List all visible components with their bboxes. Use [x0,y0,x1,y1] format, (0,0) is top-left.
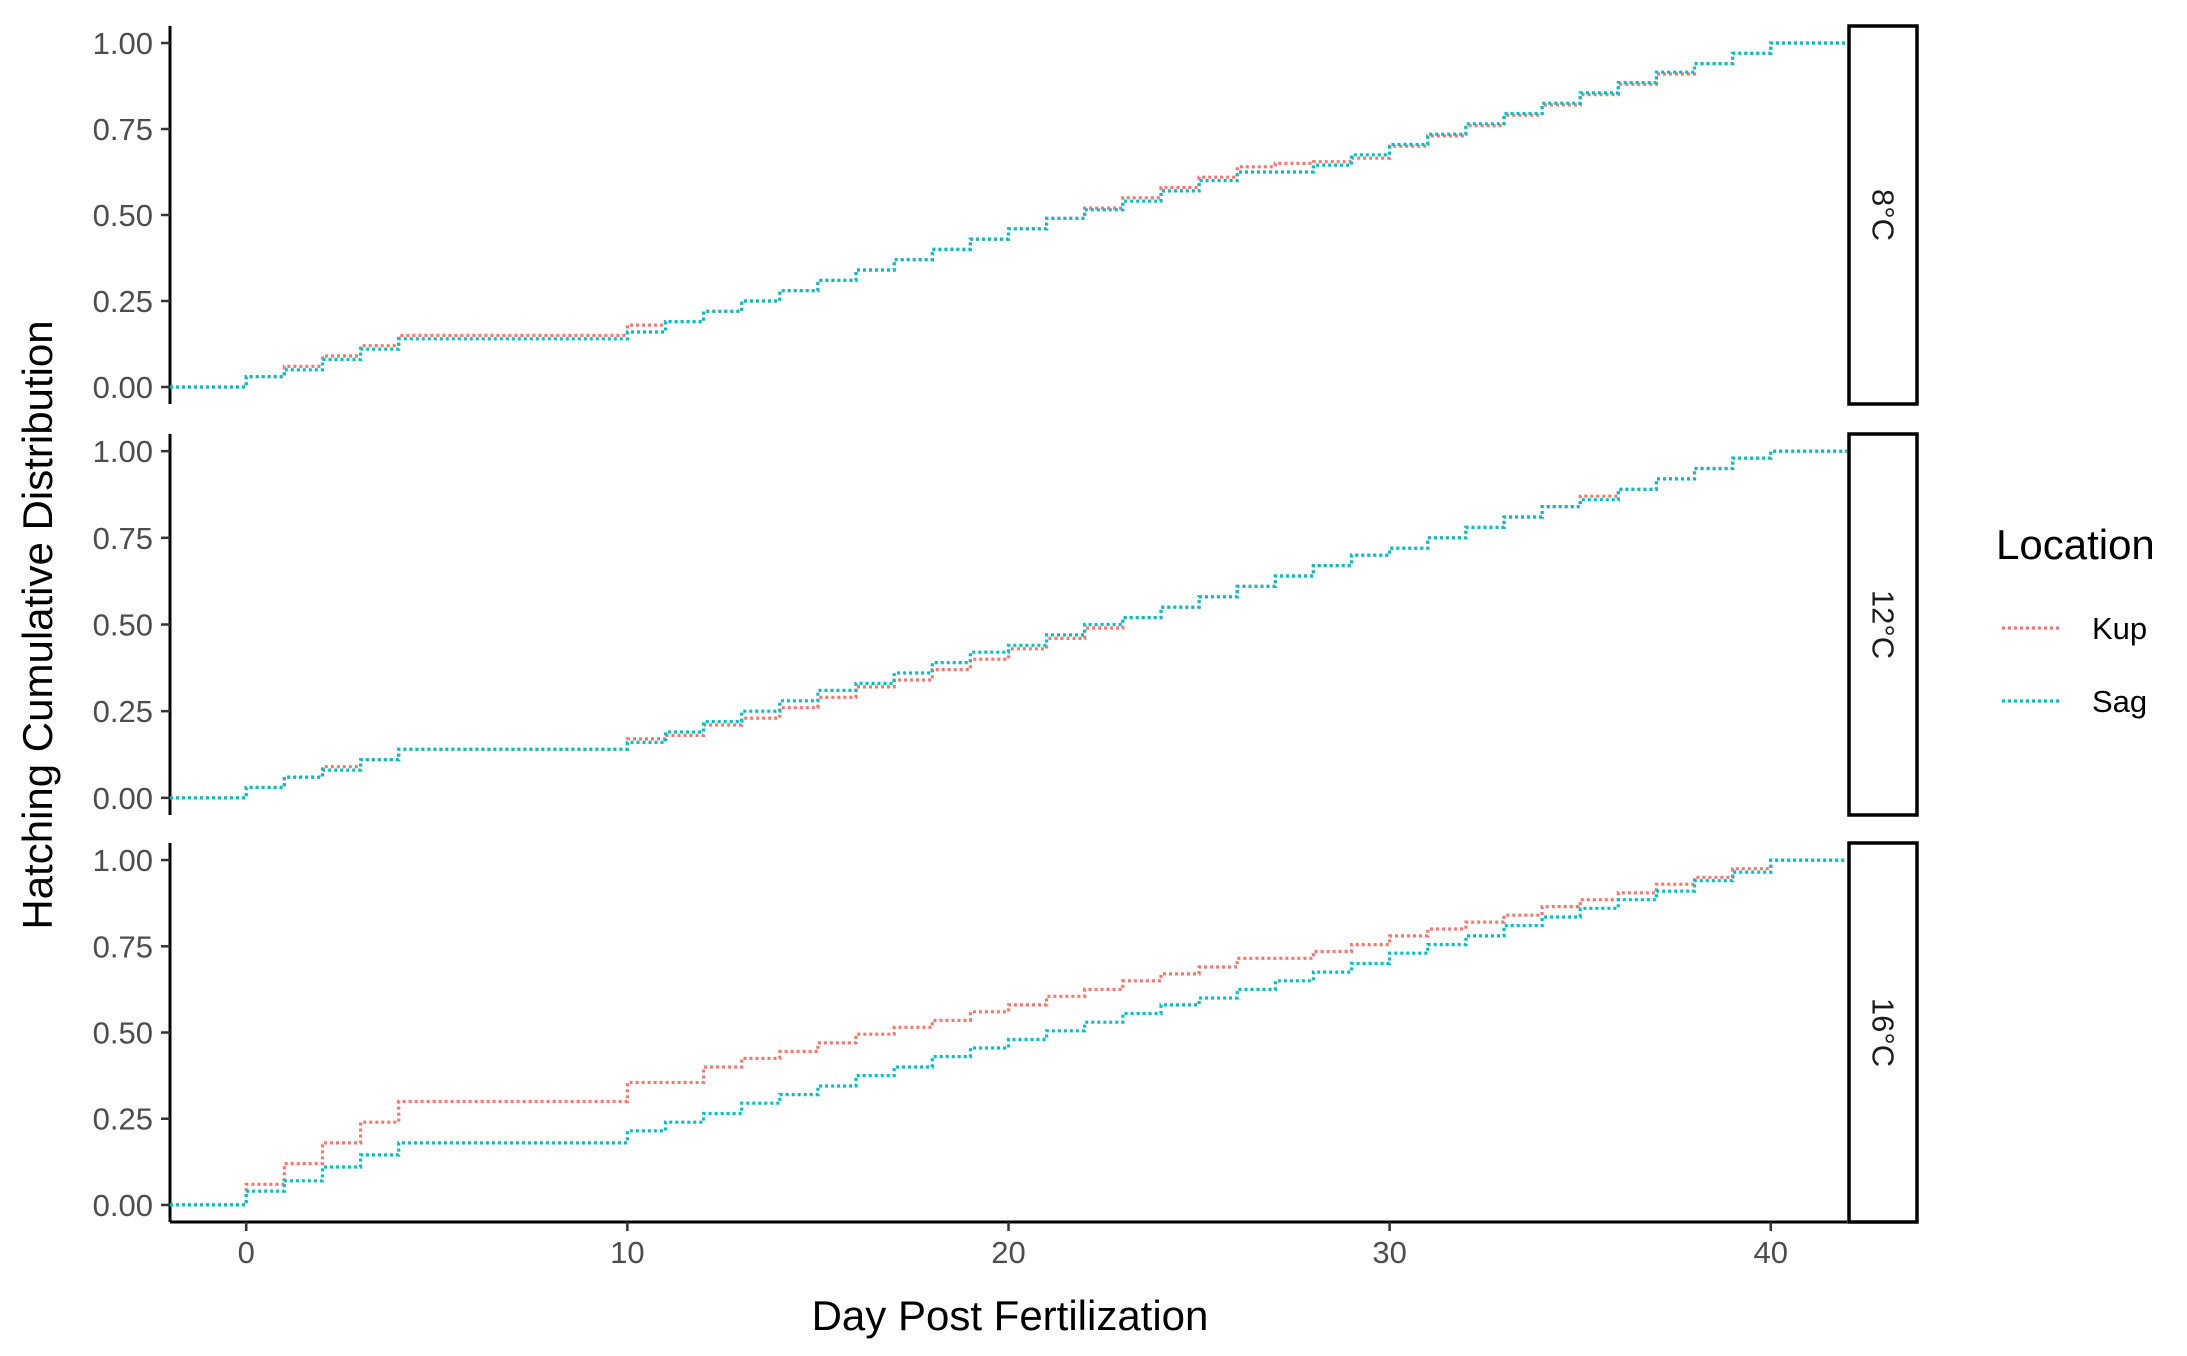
y-tick-label: 0.25 [93,1102,153,1137]
legend: Location Kup Sag [1996,521,2155,719]
series-line-kup [170,41,1847,389]
legend-label-kup: Kup [2092,611,2147,646]
x-tick-label: 0 [238,1235,255,1270]
facet-strip [1847,841,1919,1224]
panels: 0.00 0.25 0.50 0.75 1.00 8°C 0.00 0.25 0.50 0.75 1… [93,24,1919,1224]
y-axis-title: Hatching Cumulative Distribution [14,320,61,929]
y-tick-label: 0.00 [93,781,153,816]
legend-title: Location [1996,521,2155,568]
x-axis: 0 10 20 30 40 [170,1220,1847,1270]
facet-strip-label: 12°C [1866,590,1901,659]
facet-strip-label: 16°C [1866,998,1901,1067]
y-tick-label: 0.25 [93,694,153,729]
series-line-kup [170,858,1847,1207]
x-tick-label: 30 [1372,1235,1406,1270]
legend-items: Kup Sag [2002,611,2147,719]
legend-label-sag: Sag [2092,684,2147,719]
y-tick-label: 0.75 [93,929,153,964]
panel-2: 0.00 0.25 0.50 0.75 1.00 12°C [93,432,1919,817]
y-tick-label: 0.75 [93,112,153,147]
series-line-sag [170,41,1847,389]
facet-strip [1847,432,1919,817]
y-tick-label: 0.00 [93,1188,153,1223]
y-tick-label: 1.00 [93,434,153,469]
facet-strip-label: 8°C [1866,189,1901,241]
panel-3: 0.00 0.25 0.50 0.75 1.00 16°C [93,841,1919,1224]
series-line-sag [170,449,1847,800]
series-line-sag [170,858,1847,1207]
y-tick-label: 0.00 [93,370,153,405]
series-line-kup [170,449,1847,800]
panel-1: 0.00 0.25 0.50 0.75 1.00 8°C [93,24,1919,406]
y-tick-label: 0.75 [93,521,153,556]
facet-strip [1847,24,1919,406]
x-tick-label: 10 [610,1235,644,1270]
y-tick-label: 1.00 [93,843,153,878]
y-tick-label: 0.50 [93,198,153,233]
x-tick-label: 20 [991,1235,1025,1270]
y-tick-label: 0.50 [93,1016,153,1051]
y-tick-label: 1.00 [93,26,153,61]
x-axis-title: Day Post Fertilization [812,1292,1209,1339]
y-tick-label: 0.25 [93,284,153,319]
y-tick-label: 0.50 [93,608,153,643]
x-tick-label: 40 [1754,1235,1788,1270]
